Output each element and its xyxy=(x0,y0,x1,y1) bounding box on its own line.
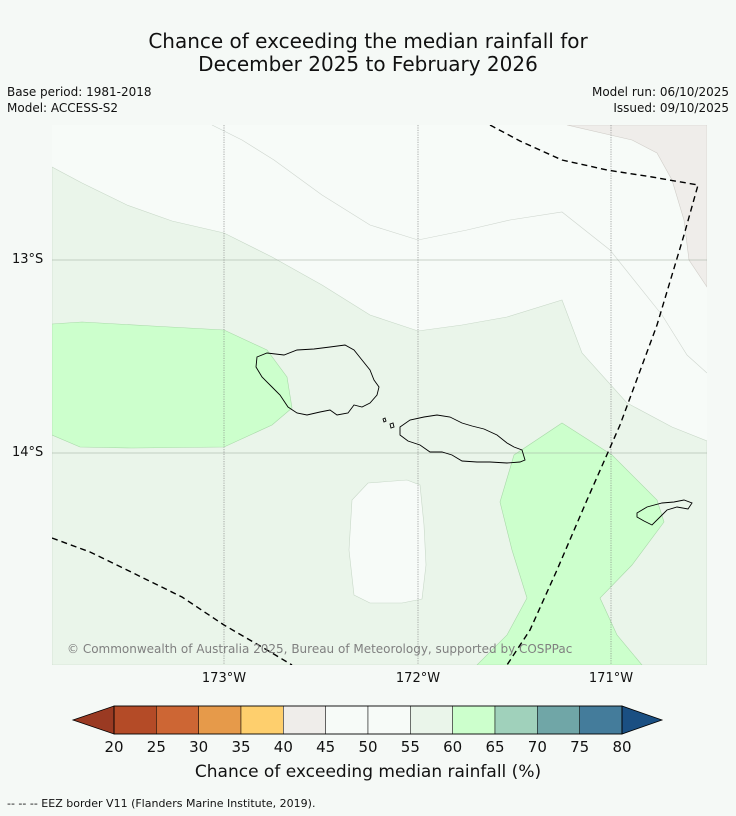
model-name: Model: ACCESS-S2 xyxy=(7,101,119,115)
colorbar-segment-25-30 xyxy=(156,705,199,735)
map-title-line1: Chance of exceeding the median rainfall … xyxy=(148,29,588,53)
lon-label-171w: 171°W xyxy=(588,671,634,686)
colorbar-tick-35: 35 xyxy=(231,738,251,756)
colorbar-tick-50: 50 xyxy=(358,738,378,756)
colorbar-arrow-low xyxy=(71,705,115,735)
colorbar-segment-55-60 xyxy=(410,705,453,735)
colorbar-tick-40: 40 xyxy=(273,738,293,756)
colorbar-outline xyxy=(113,705,623,735)
region-60-65-west xyxy=(52,321,293,449)
eez-border-west xyxy=(52,537,293,665)
island-savaii xyxy=(255,344,380,416)
lat-label-14s: 14°S xyxy=(12,445,44,460)
colorbar-label: Chance of exceeding median rainfall (%) xyxy=(194,762,542,782)
model-run-date: Model run: 06/10/2025 xyxy=(591,85,729,99)
contour-line-1 xyxy=(211,125,707,374)
island-upolu xyxy=(399,414,526,464)
colorbar-tick-55: 55 xyxy=(400,738,420,756)
colorbar-arrow-high xyxy=(621,705,664,735)
meta-left: Base period: 1981-2018 Model: ACCESS-S2 xyxy=(7,84,152,116)
map-copyright: © Commonwealth of Australia 2025, Bureau… xyxy=(67,642,572,656)
lon-label-173w: 173°W xyxy=(201,671,247,686)
colorbar-segment-75-80 xyxy=(579,705,623,735)
island-apolima xyxy=(382,417,387,423)
base-period: Base period: 1981-2018 xyxy=(7,85,152,99)
colorbar-segment-45-50 xyxy=(325,705,369,735)
colorbar-tick-30: 30 xyxy=(189,738,209,756)
colorbar-tick-80: 80 xyxy=(612,738,632,756)
colorbar-tick-65: 65 xyxy=(485,738,505,756)
colorbar-tick-75: 75 xyxy=(570,738,590,756)
colorbar xyxy=(71,705,664,735)
colorbar-segment-70-75 xyxy=(537,705,580,735)
colorbar-tick-20: 20 xyxy=(104,738,124,756)
eez-border-east xyxy=(489,125,699,665)
issued-date: Issued: 09/10/2025 xyxy=(613,101,729,115)
colorbar-segment-35-40 xyxy=(240,705,284,735)
island-manono xyxy=(389,422,395,429)
colorbar-segment-50-55 xyxy=(367,705,411,735)
rainfall-map: © Commonwealth of Australia 2025, Bureau… xyxy=(52,125,707,665)
region-50-55-patch xyxy=(348,479,427,604)
colorbar-segment-40-45 xyxy=(283,705,326,735)
colorbar-segment-20-25 xyxy=(113,705,157,735)
lat-label-13s: 13°S xyxy=(12,252,44,267)
region-60-65-east xyxy=(476,422,665,665)
colorbar-tick-60: 60 xyxy=(443,738,463,756)
region-40-45 xyxy=(566,125,707,288)
colorbar-segment-60-65 xyxy=(452,705,496,735)
lon-label-172w: 172°W xyxy=(395,671,441,686)
colorbar-segment-65-70 xyxy=(494,705,538,735)
colorbar-tick-70: 70 xyxy=(527,738,547,756)
meta-right: Model run: 06/10/2025 Issued: 09/10/2025 xyxy=(592,84,729,116)
eez-legend: -- -- -- EEZ border V11 (Flanders Marine… xyxy=(7,797,316,810)
map-title: Chance of exceeding the median rainfall … xyxy=(0,30,736,76)
colorbar-tick-25: 25 xyxy=(146,738,166,756)
island-tutuila xyxy=(636,499,693,526)
colorbar-segment-30-35 xyxy=(198,705,242,735)
colorbar-tick-45: 45 xyxy=(316,738,336,756)
map-title-line2: December 2025 to February 2026 xyxy=(198,52,538,76)
